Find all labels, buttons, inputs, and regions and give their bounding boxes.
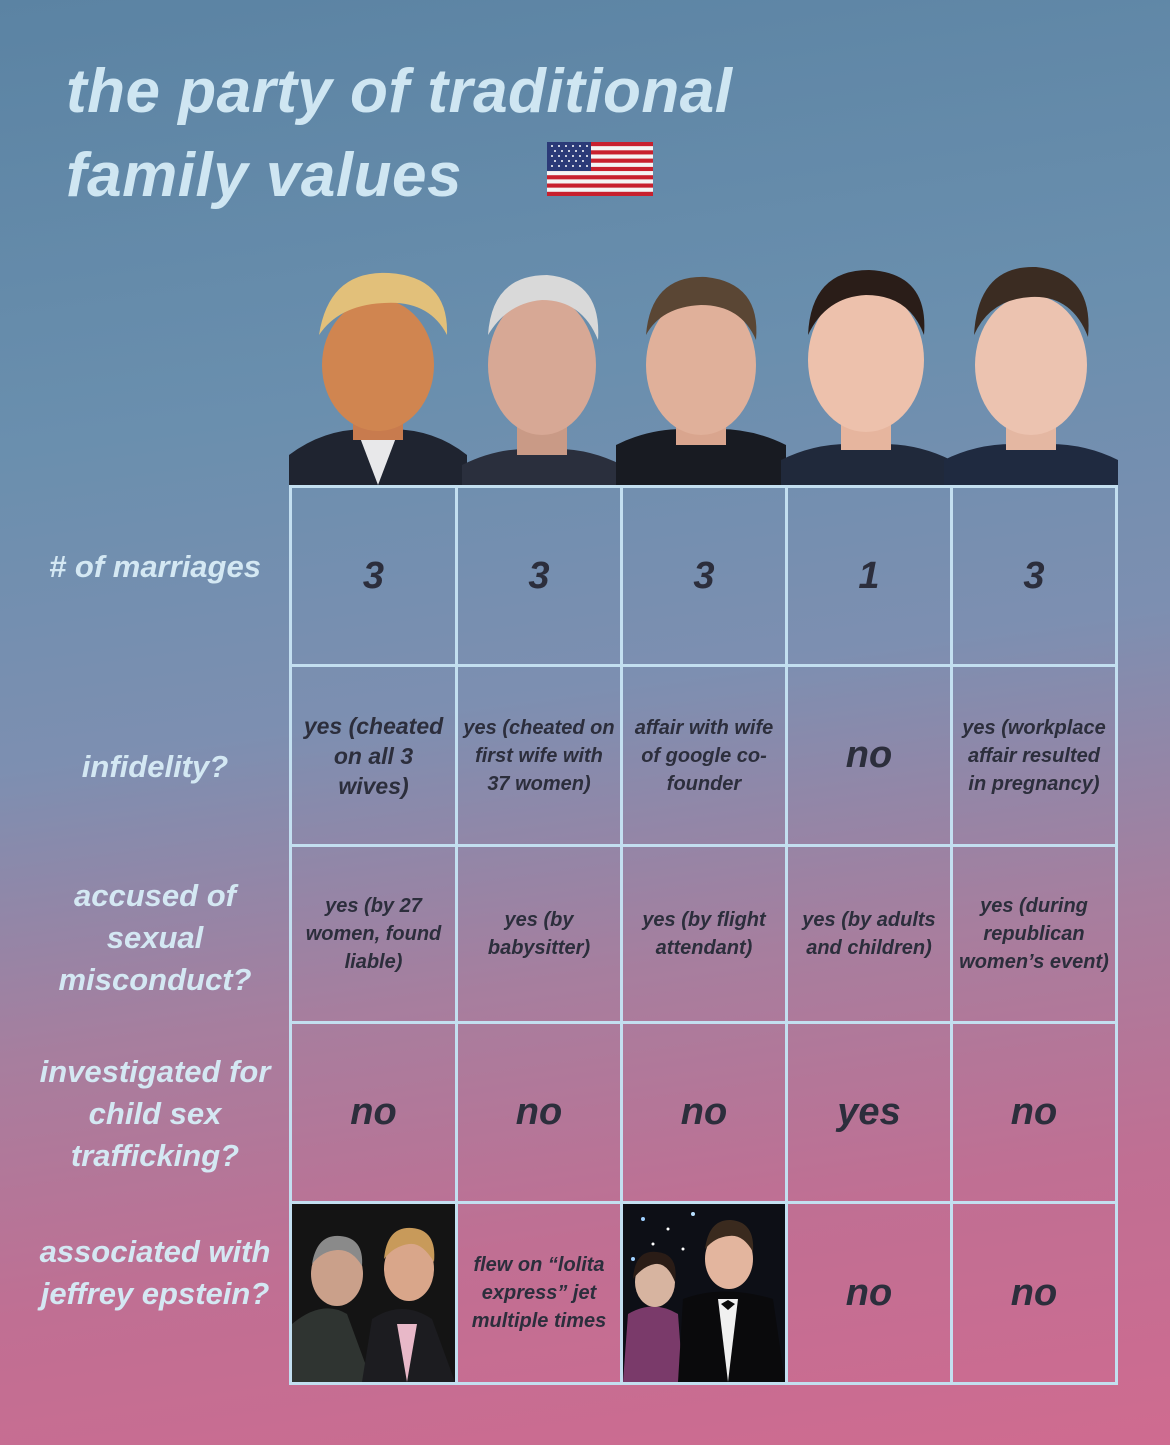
cell-epstein-4: no	[785, 1201, 953, 1385]
cell-misconduct-4: yes (by adults and children)	[785, 844, 953, 1024]
comparison-grid: 3 3 3 1 3 yes (cheated on all 3 wives) y…	[289, 485, 1118, 1385]
epstein-photo-3	[620, 1201, 788, 1385]
row-label-infidelity: infidelity?	[81, 749, 229, 784]
cell-infidelity-4: no	[785, 664, 953, 847]
cell-marriages-1: 3	[289, 485, 458, 667]
cell-trafficking-3: no	[620, 1021, 788, 1204]
cell-trafficking-2: no	[455, 1021, 623, 1204]
cell-infidelity-1: yes (cheated on all 3 wives)	[289, 664, 458, 847]
cell-epstein-5: no	[950, 1201, 1118, 1385]
us-flag-icon	[547, 142, 653, 196]
row-label-child-trafficking: investigated for child sex trafficking?	[39, 1054, 271, 1173]
cell-infidelity-2: yes (cheated on first wife with 37 women…	[455, 664, 623, 847]
cell-trafficking-4: yes	[785, 1021, 953, 1204]
cell-epstein-2: flew on “lolita express” jet multiple ti…	[455, 1201, 623, 1385]
cell-misconduct-3: yes (by flight attendant)	[620, 844, 788, 1024]
page-title: the party of traditional family values	[66, 50, 732, 218]
cell-marriages-3: 3	[620, 485, 788, 667]
cell-trafficking-1: no	[289, 1021, 458, 1204]
cell-infidelity-3: affair with wife of google co-founder	[620, 664, 788, 847]
cell-misconduct-5: yes (during republican women’s event)	[950, 844, 1118, 1024]
row-label-epstein: associated with jeffrey epstein?	[39, 1234, 271, 1311]
portrait-3	[616, 255, 786, 485]
portrait-2	[462, 255, 622, 485]
cell-marriages-2: 3	[455, 485, 623, 667]
row-label-sexual-misconduct: accused of sexual misconduct?	[58, 878, 252, 997]
cell-marriages-5: 3	[950, 485, 1118, 667]
row-label-marriages: # of marriages	[49, 549, 261, 584]
portrait-5	[944, 255, 1118, 485]
cell-marriages-4: 1	[785, 485, 953, 667]
title-line-2: family values	[66, 141, 462, 210]
portrait-1	[289, 255, 467, 485]
cell-misconduct-2: yes (by babysitter)	[455, 844, 623, 1024]
cell-trafficking-5: no	[950, 1021, 1118, 1204]
cell-infidelity-5: yes (workplace affair resulted in pregna…	[950, 664, 1118, 847]
cell-misconduct-1: yes (by 27 women, found liable)	[289, 844, 458, 1024]
epstein-photo-1	[289, 1201, 458, 1385]
portrait-4	[781, 255, 951, 485]
title-line-1: the party of traditional	[66, 57, 733, 126]
